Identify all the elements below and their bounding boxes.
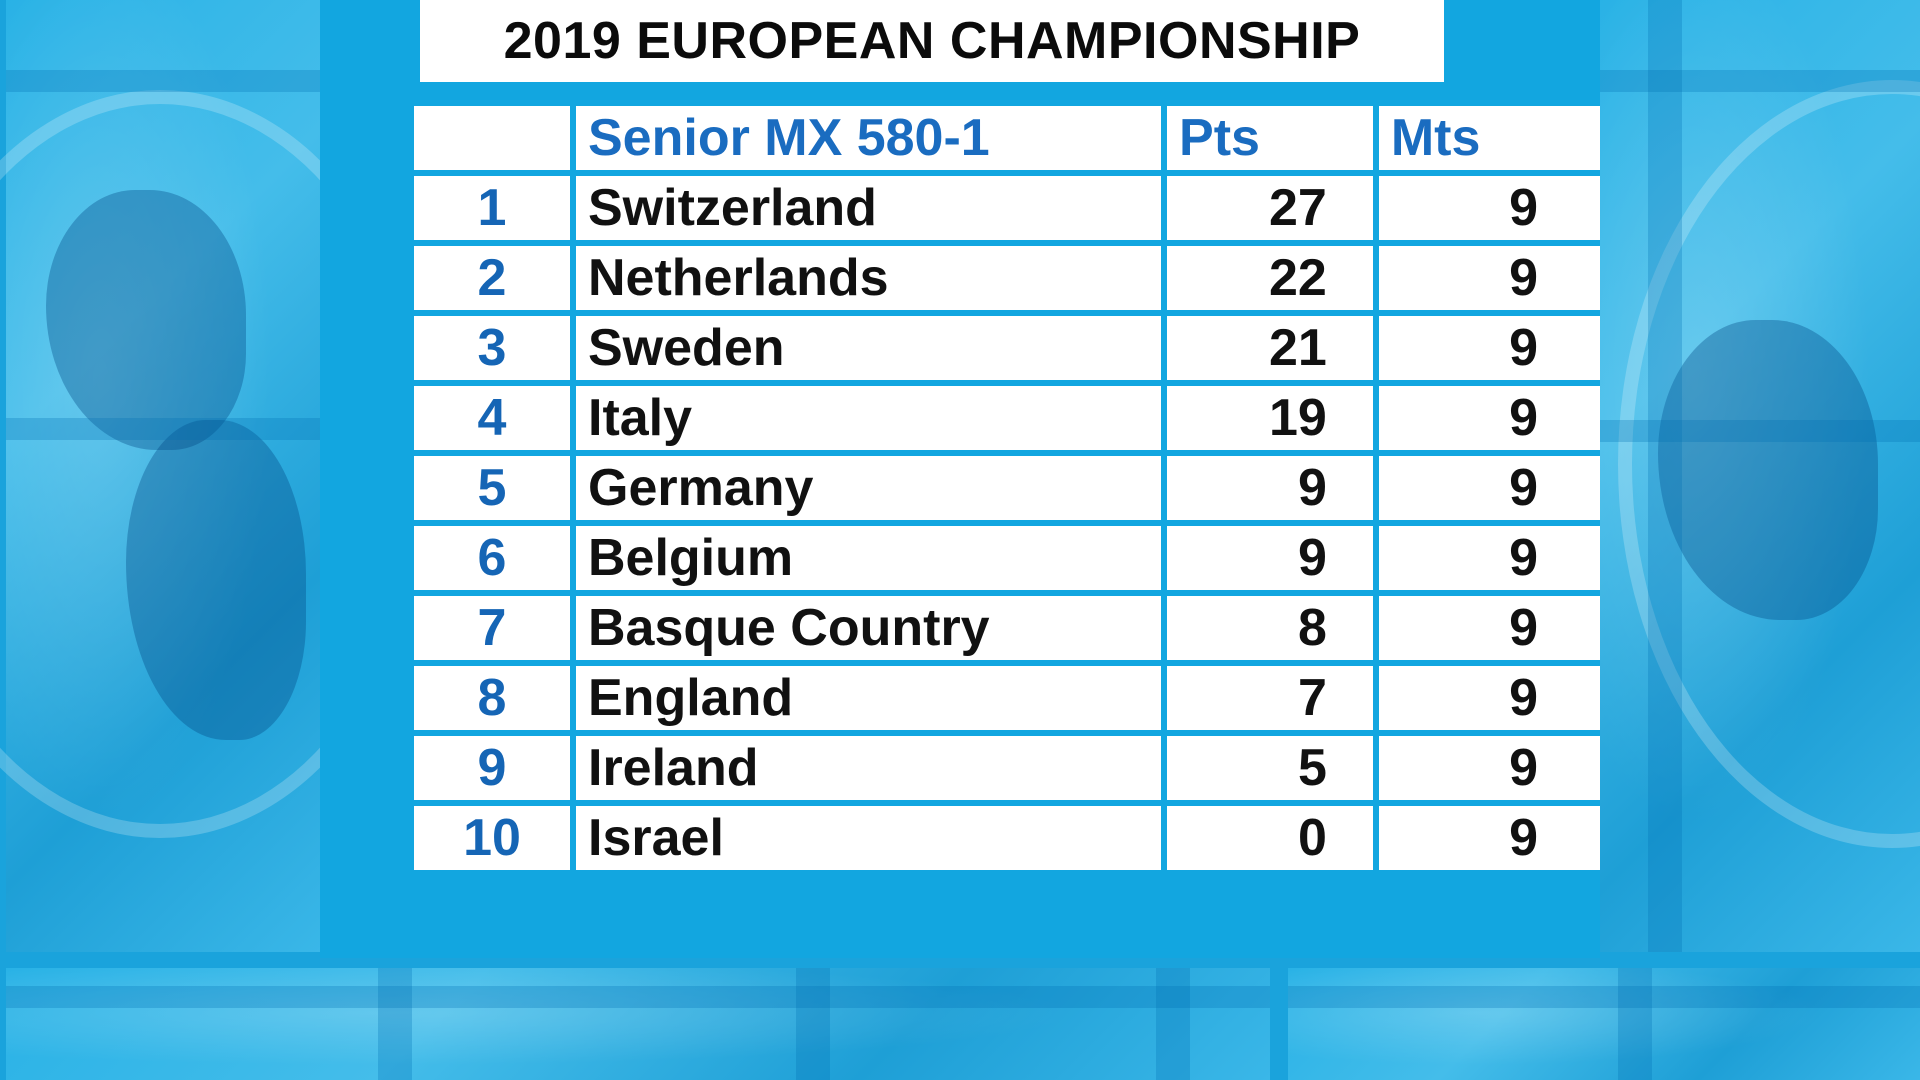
rank-cell: 2 xyxy=(414,246,570,310)
points-cell: 8 xyxy=(1167,596,1373,660)
table-row: 5 Germany 9 9 xyxy=(414,456,1600,520)
points-cell: 9 xyxy=(1167,526,1373,590)
table-row: 3 Sweden 21 9 xyxy=(414,316,1600,380)
standings-table: Senior MX 580-1 Pts Mts 1 Switzerland 27 9 2… xyxy=(408,100,1606,876)
matches-cell: 9 xyxy=(1378,526,1600,590)
points-cell: 5 xyxy=(1167,736,1373,800)
matches-cell: 9 xyxy=(1378,456,1600,520)
rank-cell: 9 xyxy=(414,736,570,800)
matches-cell: 9 xyxy=(1378,736,1600,800)
standings-panel: 2019 EUROPEAN CHAMPIONSHIP Senior MX 580… xyxy=(320,0,1600,958)
points-cell: 19 xyxy=(1167,386,1373,450)
team-cell: Ireland xyxy=(576,736,1162,800)
rank-cell: 7 xyxy=(414,596,570,660)
rank-cell: 3 xyxy=(414,316,570,380)
table-row: 4 Italy 19 9 xyxy=(414,386,1600,450)
matches-cell: 9 xyxy=(1378,666,1600,730)
matches-cell: 9 xyxy=(1378,316,1600,380)
table-row: 2 Netherlands 22 9 xyxy=(414,246,1600,310)
header-matches: Mts xyxy=(1378,106,1600,170)
table-row: 8 England 7 9 xyxy=(414,666,1600,730)
rank-cell: 4 xyxy=(414,386,570,450)
matches-cell: 9 xyxy=(1378,806,1600,870)
team-cell: Sweden xyxy=(576,316,1162,380)
matches-cell: 9 xyxy=(1378,246,1600,310)
championship-title: 2019 EUROPEAN CHAMPIONSHIP xyxy=(503,12,1361,70)
background-photo-right xyxy=(1598,0,1920,952)
table-header-row: Senior MX 580-1 Pts Mts xyxy=(414,106,1600,170)
points-cell: 0 xyxy=(1167,806,1373,870)
matches-cell: 9 xyxy=(1378,176,1600,240)
background-photo-bottom-right xyxy=(1288,968,1920,1080)
rank-cell: 1 xyxy=(414,176,570,240)
table-row: 10 Israel 0 9 xyxy=(414,806,1600,870)
rank-cell: 5 xyxy=(414,456,570,520)
table-row: 7 Basque Country 8 9 xyxy=(414,596,1600,660)
background-photo-bottom-left xyxy=(6,968,1270,1080)
team-cell: Israel xyxy=(576,806,1162,870)
team-cell: Switzerland xyxy=(576,176,1162,240)
points-cell: 27 xyxy=(1167,176,1373,240)
table-row: 1 Switzerland 27 9 xyxy=(414,176,1600,240)
team-cell: Belgium xyxy=(576,526,1162,590)
header-points: Pts xyxy=(1167,106,1373,170)
points-cell: 9 xyxy=(1167,456,1373,520)
points-cell: 7 xyxy=(1167,666,1373,730)
title-banner: 2019 EUROPEAN CHAMPIONSHIP xyxy=(420,0,1444,82)
matches-cell: 9 xyxy=(1378,596,1600,660)
team-cell: Germany xyxy=(576,456,1162,520)
points-cell: 21 xyxy=(1167,316,1373,380)
points-cell: 22 xyxy=(1167,246,1373,310)
header-rank xyxy=(414,106,570,170)
matches-cell: 9 xyxy=(1378,386,1600,450)
team-cell: Italy xyxy=(576,386,1162,450)
team-cell: England xyxy=(576,666,1162,730)
team-cell: Netherlands xyxy=(576,246,1162,310)
table-row: 9 Ireland 5 9 xyxy=(414,736,1600,800)
rank-cell: 6 xyxy=(414,526,570,590)
header-category: Senior MX 580-1 xyxy=(576,106,1162,170)
background-photo-left xyxy=(0,0,434,952)
team-cell: Basque Country xyxy=(576,596,1162,660)
table-row: 6 Belgium 9 9 xyxy=(414,526,1600,590)
rank-cell: 10 xyxy=(414,806,570,870)
rank-cell: 8 xyxy=(414,666,570,730)
